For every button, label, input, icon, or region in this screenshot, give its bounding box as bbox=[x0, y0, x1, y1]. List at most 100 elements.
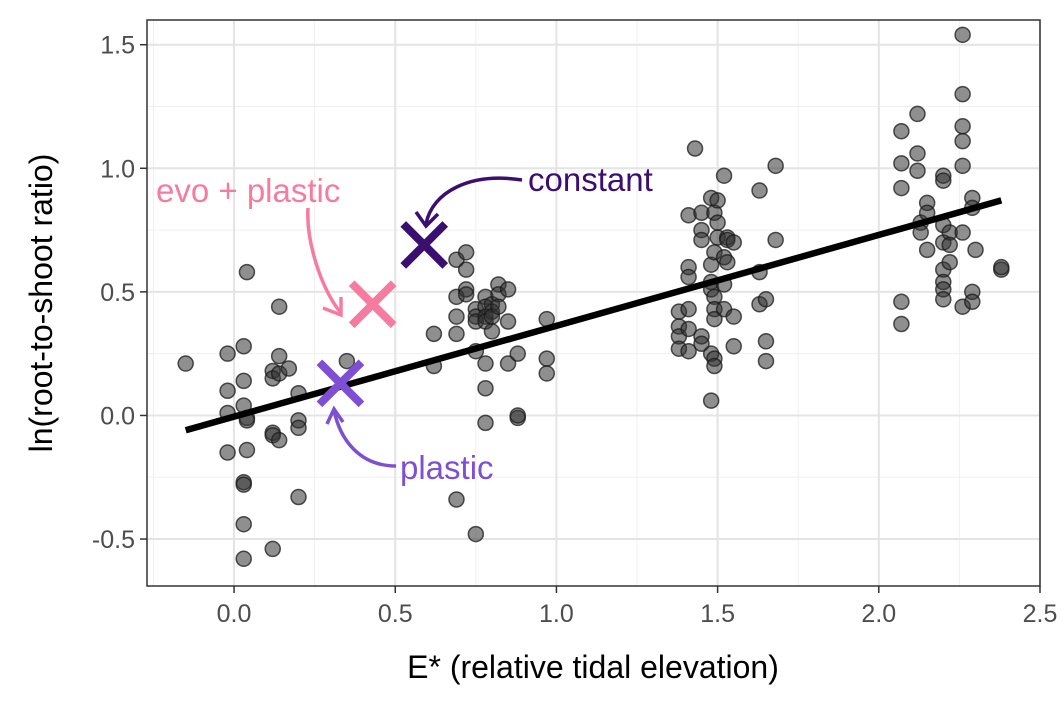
data-point bbox=[709, 192, 726, 209]
x-tick-label: 0.5 bbox=[378, 600, 413, 628]
data-point bbox=[941, 236, 958, 254]
data-point bbox=[954, 132, 971, 150]
data-point bbox=[457, 244, 475, 261]
data-point bbox=[693, 231, 710, 249]
x-tick-label: 1.5 bbox=[700, 600, 735, 628]
data-point bbox=[238, 263, 256, 281]
data-point bbox=[954, 224, 971, 241]
data-point bbox=[757, 291, 775, 308]
data-point bbox=[290, 488, 307, 506]
data-point bbox=[757, 352, 775, 370]
y-axis: -0.5 0.0 0.5 1.0 1.5 bbox=[92, 32, 147, 554]
annotation-plastic: plastic bbox=[400, 449, 494, 486]
y-tick-label: 0.5 bbox=[100, 279, 135, 307]
data-point bbox=[448, 491, 465, 508]
data-point bbox=[490, 298, 507, 315]
data-point bbox=[290, 419, 307, 437]
data-point bbox=[909, 145, 926, 162]
data-point bbox=[235, 550, 252, 568]
data-point bbox=[893, 315, 910, 333]
data-point bbox=[941, 253, 958, 271]
data-point bbox=[706, 357, 723, 375]
annotation-constant: constant bbox=[528, 161, 653, 198]
data-point bbox=[893, 179, 910, 197]
data-point bbox=[477, 355, 494, 372]
data-point bbox=[964, 293, 981, 311]
data-point bbox=[280, 360, 298, 377]
data-point bbox=[448, 325, 465, 343]
data-point bbox=[538, 350, 556, 367]
data-point bbox=[767, 231, 784, 249]
annotations: constant evo + plastic plastic bbox=[156, 161, 653, 486]
data-point bbox=[725, 234, 742, 251]
data-point bbox=[954, 157, 971, 175]
x-tick-label: 2.5 bbox=[1023, 600, 1058, 628]
data-point bbox=[680, 342, 697, 360]
data-point bbox=[935, 291, 952, 308]
data-point bbox=[219, 345, 236, 362]
data-point bbox=[270, 298, 288, 315]
data-point bbox=[686, 140, 704, 157]
data-point bbox=[177, 355, 194, 372]
data-point bbox=[725, 308, 742, 325]
data-point bbox=[270, 431, 288, 449]
data-point bbox=[709, 214, 726, 231]
data-point bbox=[425, 325, 443, 343]
data-point bbox=[538, 365, 556, 382]
data-point bbox=[338, 352, 356, 370]
arrow-constant bbox=[424, 176, 523, 225]
data-point bbox=[235, 372, 252, 390]
arrowhead-constant bbox=[414, 210, 440, 229]
data-point bbox=[457, 261, 475, 278]
marker-constant bbox=[400, 221, 449, 269]
data-point bbox=[264, 540, 281, 558]
data-point bbox=[483, 323, 501, 340]
data-point bbox=[954, 26, 971, 44]
y-tick-label: -0.5 bbox=[92, 526, 135, 554]
x-tick-label: 2.0 bbox=[861, 600, 896, 628]
y-axis-title: ln(root-to-shoot ratio) bbox=[23, 154, 59, 453]
scenario-markers bbox=[316, 221, 449, 408]
data-point bbox=[725, 338, 742, 355]
data-point bbox=[235, 338, 252, 355]
data-point bbox=[893, 155, 910, 172]
data-point bbox=[457, 286, 475, 303]
data-point bbox=[509, 345, 526, 362]
arrowhead-evo-plastic bbox=[322, 297, 343, 318]
data-point bbox=[499, 355, 517, 372]
data-point bbox=[499, 281, 517, 298]
x-tick-label: 1.0 bbox=[539, 600, 574, 628]
data-point bbox=[893, 293, 910, 311]
data-point bbox=[719, 253, 736, 271]
data-point bbox=[918, 241, 936, 259]
y-tick-label: 1.5 bbox=[100, 32, 135, 60]
arrow-plastic bbox=[332, 409, 397, 468]
data-point bbox=[767, 157, 784, 175]
data-point bbox=[238, 441, 256, 459]
data-point bbox=[235, 476, 252, 493]
y-tick-label: 1.0 bbox=[100, 155, 135, 183]
data-point bbox=[499, 313, 517, 330]
data-point bbox=[993, 258, 1010, 276]
data-point bbox=[706, 310, 723, 328]
data-point bbox=[715, 167, 733, 184]
data-point bbox=[509, 407, 526, 424]
fit-line-group bbox=[184, 197, 1003, 434]
data-point bbox=[448, 308, 465, 325]
data-point bbox=[680, 300, 697, 318]
data-point bbox=[757, 333, 775, 350]
data-point bbox=[219, 444, 236, 461]
x-axis-title: E* (relative tidal elevation) bbox=[407, 649, 779, 685]
data-point bbox=[893, 122, 910, 140]
x-axis: 0.0 0.5 1.0 1.5 2.0 2.5 bbox=[217, 586, 1058, 628]
arrow-evo-plastic bbox=[306, 207, 342, 314]
data-point bbox=[909, 162, 926, 180]
arrowhead-plastic bbox=[325, 405, 345, 425]
data-point bbox=[751, 182, 768, 199]
data-point bbox=[270, 347, 288, 365]
annotation-arrows bbox=[306, 176, 523, 468]
data-point bbox=[477, 414, 494, 432]
y-tick-label: 0.0 bbox=[100, 402, 135, 430]
data-points bbox=[177, 26, 1010, 568]
